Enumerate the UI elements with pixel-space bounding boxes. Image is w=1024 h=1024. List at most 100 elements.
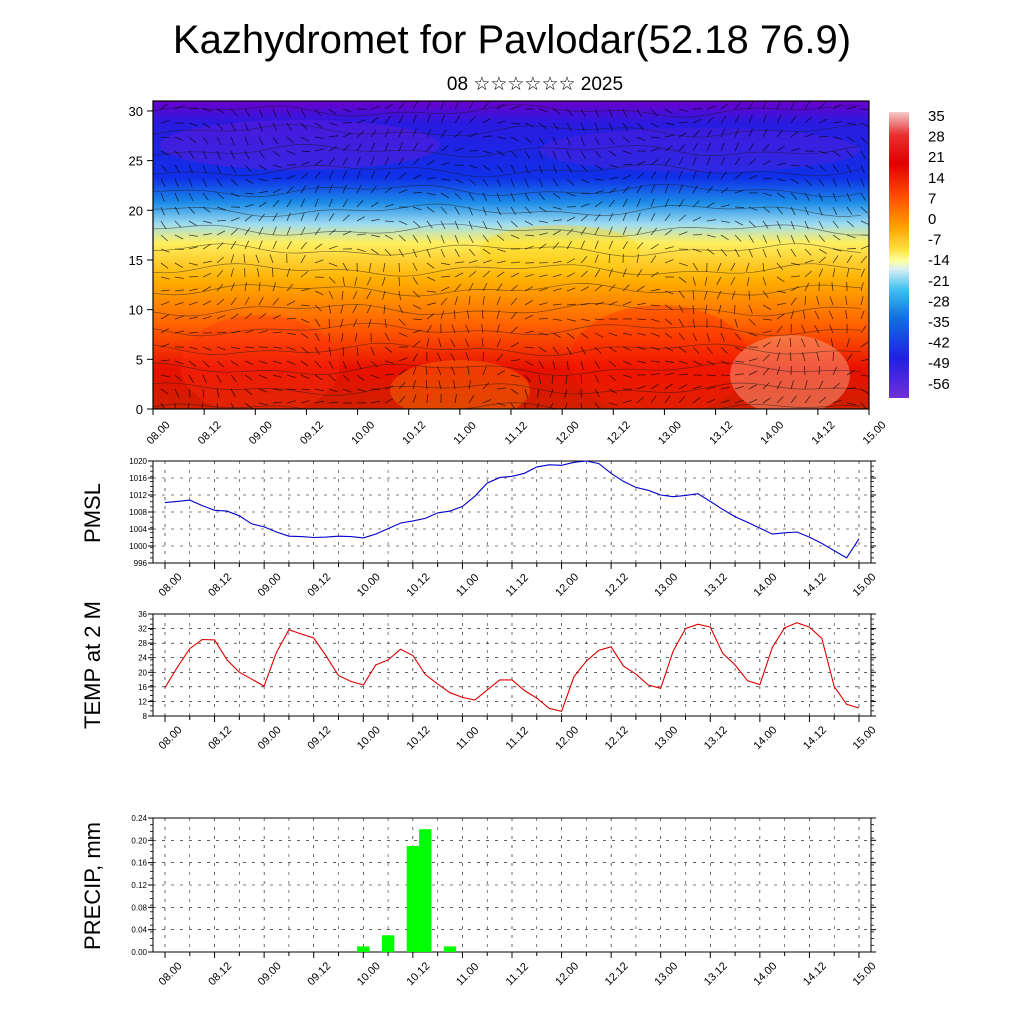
precipitation-xtick-label: 10.00 (355, 960, 383, 988)
wind-barb (216, 331, 227, 334)
wind-barb (706, 156, 711, 166)
wind-barb (482, 192, 488, 202)
wind-barb (831, 282, 834, 292)
page-title: Kazhydromet for Pavlodar(52.18 76.9) (172, 18, 852, 62)
wind-barb (510, 402, 516, 409)
wind-barb (846, 164, 852, 174)
page-subtitle: 08 ☆☆☆☆☆☆ 2025 (446, 74, 624, 95)
wind-barb (566, 258, 576, 264)
wind-barb (804, 395, 811, 404)
wind-barb (776, 114, 782, 124)
wind-barb (636, 269, 643, 278)
wind-barb (552, 260, 562, 264)
wind-barb (272, 282, 276, 292)
wind-barb (468, 178, 476, 186)
wind-barb (692, 118, 702, 124)
wind-barb (468, 270, 477, 278)
wind-barb (734, 172, 743, 180)
wind-barb (510, 234, 520, 239)
wind-barb (160, 248, 170, 253)
wind-barb (496, 220, 503, 229)
pmsl-xtick-label: 13.00 (652, 571, 680, 599)
wind-barb (328, 318, 331, 329)
wind-barb (762, 128, 768, 138)
wind-barb (776, 178, 786, 182)
wind-barb (300, 360, 309, 367)
wind-barb (450, 353, 456, 362)
wind-barb (216, 360, 225, 368)
wind-barb (650, 255, 657, 264)
wind-barb (664, 184, 669, 194)
wind-barb (412, 329, 422, 334)
wind-barb (524, 150, 531, 159)
wind-barb (300, 198, 305, 208)
wind-barb (272, 374, 282, 378)
wind-barb (538, 360, 545, 369)
wind-barb (538, 192, 546, 201)
wind-barb (314, 374, 323, 381)
wind-barb (370, 374, 380, 379)
wind-barb (244, 192, 254, 195)
wind-barb (272, 331, 282, 334)
wind-barb (720, 248, 728, 257)
wind-barb (776, 396, 784, 404)
wind-barb (230, 282, 235, 292)
wind-barb (230, 388, 236, 397)
wind-barb (594, 164, 603, 170)
cross-section-xtick-label: 12.12 (605, 419, 633, 447)
wind-barb (314, 388, 324, 392)
wind-barb (552, 318, 562, 321)
wind-barb (524, 206, 532, 214)
wind-barb (564, 402, 568, 409)
temperature-xtick-label: 14.12 (801, 724, 829, 752)
wind-barb (860, 220, 869, 226)
wind-barb (720, 332, 725, 342)
wind-barb (776, 325, 783, 334)
wind-barb (594, 108, 599, 118)
wind-barb (706, 332, 711, 342)
temperature-xtick-label: 10.12 (404, 724, 432, 752)
wind-barb (314, 318, 321, 327)
wind-barb (524, 286, 534, 292)
precipitation-bar (419, 829, 432, 952)
temperature-ytick-label: 28 (138, 639, 147, 648)
wind-barb (730, 262, 736, 272)
wind-barb (636, 318, 647, 321)
wind-barb (201, 402, 204, 409)
wind-barb (440, 114, 446, 124)
wind-barb (762, 114, 767, 124)
cross-section-ytick-label: 20 (129, 203, 143, 218)
wind-barb (832, 178, 838, 188)
pmsl-ytick-label: 1000 (129, 542, 147, 551)
wind-barb (426, 220, 433, 229)
wind-barb (846, 106, 856, 110)
wind-barb (734, 114, 740, 124)
wind-barb (608, 226, 613, 236)
wind-barb (286, 199, 292, 208)
wind-barb (328, 198, 333, 208)
wind-barb (716, 276, 722, 286)
wind-barb (356, 233, 366, 236)
wind-barb (314, 360, 322, 369)
temperature-xtick-label: 12.00 (553, 724, 581, 752)
wind-barb (860, 325, 867, 334)
wind-barb (776, 302, 786, 306)
wind-barb (748, 206, 758, 211)
wind-barb (608, 268, 613, 278)
wind-barb (426, 234, 432, 244)
wind-barb (300, 150, 311, 153)
wind-barb (412, 394, 417, 404)
wind-barb (678, 143, 686, 152)
wind-barb (552, 108, 561, 115)
wind-barb (272, 150, 281, 157)
wind-barb (188, 178, 193, 188)
wind-barb (328, 262, 338, 267)
wind-barb (678, 184, 683, 194)
wind-barb (636, 172, 644, 180)
wind-barb (804, 164, 814, 170)
wind-barb (366, 304, 372, 314)
wind-barb (706, 360, 716, 366)
wind-barb (202, 360, 210, 368)
wind-barb (720, 142, 725, 152)
wind-barb (692, 397, 701, 404)
